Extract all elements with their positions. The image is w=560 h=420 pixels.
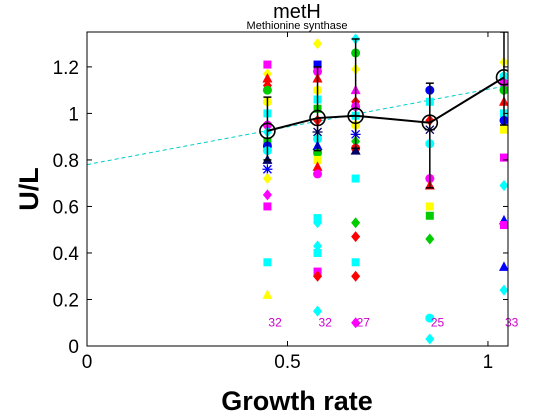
data-point <box>351 270 361 282</box>
data-point <box>313 169 323 179</box>
y-tick-label: 0 <box>68 337 79 358</box>
data-point <box>262 164 273 175</box>
data-point <box>313 248 322 257</box>
trend-layer <box>87 85 508 166</box>
y-tick-label: 0.6 <box>53 197 79 218</box>
data-point <box>350 145 361 155</box>
mean-layer <box>259 32 508 189</box>
y-tick-label: 0.4 <box>53 244 80 265</box>
mean-marker <box>309 109 326 127</box>
axis-layer: 0 0.5 1 0 0.2 0.4 0.6 0.8 1 1.2 <box>53 32 508 373</box>
y-axis-label: U/L <box>14 167 44 211</box>
data-point <box>351 174 360 183</box>
sample-count-label: 32 <box>268 316 282 330</box>
trend-line <box>87 85 508 166</box>
data-point <box>425 333 435 345</box>
y-tick-label: 1.2 <box>53 58 79 79</box>
sample-count-label: 27 <box>357 316 371 330</box>
data-point <box>351 217 361 229</box>
data-point <box>263 202 272 211</box>
data-point <box>312 161 323 171</box>
data-point <box>425 233 435 245</box>
sample-count-label: 25 <box>431 316 445 330</box>
data-point <box>262 173 272 185</box>
data-point <box>262 189 272 201</box>
data-point <box>351 317 361 329</box>
data-point <box>425 313 435 323</box>
points-layer <box>262 33 508 345</box>
y-tick-label: 0.2 <box>53 290 79 311</box>
data-point <box>313 240 323 252</box>
data-point <box>499 125 508 134</box>
mean-marker <box>259 122 276 140</box>
mean-line <box>267 76 505 132</box>
data-point <box>313 155 322 164</box>
data-point <box>498 261 508 271</box>
sample-count-label: 32 <box>319 316 333 330</box>
data-point <box>351 231 361 243</box>
data-point <box>262 289 273 299</box>
data-point <box>313 60 322 69</box>
plot-frame <box>86 31 509 347</box>
y-tick-label: 1 <box>68 104 79 125</box>
sample-count-label: 33 <box>505 316 519 330</box>
data-point <box>313 38 323 50</box>
data-point <box>499 284 508 296</box>
data-point <box>262 73 273 83</box>
data-point <box>499 153 508 162</box>
mean-marker <box>495 69 508 86</box>
data-point <box>313 270 323 282</box>
chart-subtitle: Methionine synthase <box>247 20 348 32</box>
x-axis-label: Growth rate <box>221 386 373 416</box>
data-point <box>262 85 272 95</box>
data-point <box>499 221 508 230</box>
y-tick-label: 0.8 <box>53 151 79 172</box>
mean-marker <box>421 114 439 132</box>
data-point <box>313 217 323 229</box>
data-point <box>425 211 434 220</box>
data-point <box>263 258 272 267</box>
data-point <box>351 258 360 267</box>
x-tick-label: 0.5 <box>274 352 300 373</box>
data-point <box>313 305 323 317</box>
chart-title: metH <box>273 1 321 23</box>
x-tick-label: 1 <box>483 352 494 373</box>
x-tick-label: 0 <box>82 352 93 373</box>
data-point <box>499 180 508 192</box>
count-layer: 32 32 27 25 33 <box>268 316 518 330</box>
data-point <box>425 202 434 211</box>
data-point <box>263 60 272 69</box>
mean-marker <box>347 107 364 125</box>
